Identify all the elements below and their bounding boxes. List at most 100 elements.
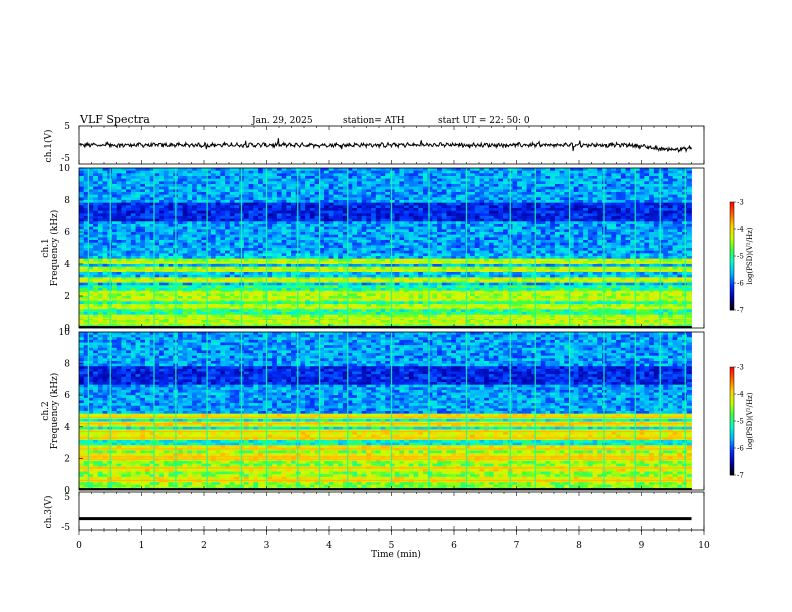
spectrogram-cell: [366, 178, 372, 182]
spectrogram-cell: [540, 205, 546, 209]
spectrogram-cell: [220, 176, 226, 180]
spectrogram-cell: [253, 168, 259, 172]
spectrogram-cell: [163, 232, 169, 236]
spectrogram-cell: [441, 210, 447, 214]
spectrogram-cell: [342, 213, 348, 217]
spectrogram-cell: [258, 176, 264, 180]
spectrogram-cell: [559, 170, 565, 174]
spectrogram-cell: [667, 170, 674, 174]
spectrogram-cell: [229, 232, 235, 236]
spectrogram-cell: [446, 186, 452, 190]
spectrogram-cell: [389, 229, 396, 233]
spectrogram-cell: [319, 232, 325, 236]
spectrogram-cell: [649, 221, 655, 225]
spectrogram-cell: [521, 213, 527, 217]
spectrogram-cell: [267, 266, 273, 270]
spectrogram-cell: [653, 194, 659, 198]
spectrogram-cell: [455, 216, 462, 220]
spectrogram-cell: [225, 256, 231, 260]
spectrogram-cell: [154, 184, 160, 188]
spectrogram-cell: [111, 229, 118, 233]
spectrogram-cell: [243, 210, 250, 214]
spectrogram-cell: [201, 234, 207, 238]
spectrogram-cell: [484, 213, 490, 217]
spectrogram-cell: [385, 224, 391, 228]
spectrogram-cell: [192, 210, 198, 214]
spectrogram-cell: [291, 253, 297, 257]
spectrogram-cell: [630, 186, 636, 190]
spectrogram-cell: [517, 176, 523, 180]
spectrogram-cell: [531, 224, 537, 228]
spectrogram-cell: [536, 218, 542, 222]
spectrogram-cell: [611, 258, 617, 262]
spectrogram-cell: [583, 226, 589, 230]
spectrogram-cell: [441, 194, 447, 198]
spectrogram-cell: [550, 229, 556, 233]
spectrogram-cell: [630, 264, 636, 268]
spectrogram-cell: [465, 256, 471, 260]
spectrogram-cell: [592, 197, 598, 201]
spectrogram-cell: [201, 250, 207, 254]
spectrogram-cell: [394, 245, 400, 249]
spectrogram-cell: [559, 258, 565, 262]
spectrogram-cell: [79, 168, 85, 172]
spectrogram-cell: [163, 176, 169, 180]
spectrogram-cell: [559, 242, 565, 246]
spectrogram-cell: [460, 170, 466, 174]
spectrogram-cell: [111, 186, 118, 190]
spectrogram-cell: [667, 245, 674, 249]
spectrogram-cell: [686, 178, 692, 182]
spectrogram-cell: [554, 237, 560, 241]
ch1-spectrogram-image: [79, 168, 692, 329]
spectrogram-cell: [267, 181, 273, 185]
spectrogram-cell: [479, 253, 485, 257]
spectrogram-cell: [686, 264, 692, 268]
spectrogram-cell: [649, 202, 655, 206]
spectrogram-cell: [206, 226, 212, 230]
spectrogram-cell: [225, 205, 231, 209]
spectrogram-cell: [163, 173, 169, 177]
figure-title: VLF Spectra: [79, 113, 150, 126]
spectrogram-cell: [408, 192, 414, 196]
spectrogram-cell: [314, 176, 320, 180]
spectrogram-cell: [210, 216, 217, 220]
spectrogram-cell: [545, 210, 551, 214]
spectrogram-cell: [300, 184, 306, 188]
spectrogram-cell: [262, 240, 268, 244]
spectrogram-cell: [182, 264, 188, 268]
spectrogram-cell: [639, 205, 645, 209]
spectrogram-cell: [258, 237, 264, 241]
spectrogram-cell: [234, 210, 240, 214]
spectrogram-cell: [281, 216, 287, 220]
spectrogram-cell: [451, 213, 457, 217]
spectrogram-cell: [93, 221, 99, 225]
spectrogram-cell: [300, 250, 306, 254]
spectrogram-cell: [597, 168, 603, 172]
spectrogram-cell: [159, 256, 165, 260]
spectrogram-cell: [253, 194, 259, 198]
spectrogram-cell: [479, 250, 485, 254]
spectrogram-cell: [639, 170, 645, 174]
spectrogram-cell: [569, 173, 575, 177]
spectrogram-cell: [427, 194, 433, 198]
spectrogram-cell: [159, 208, 165, 212]
spectrogram-cell: [677, 258, 683, 262]
spectrogram-cell: [276, 202, 282, 206]
spectrogram-cell: [470, 178, 476, 182]
spectrogram-cell: [408, 168, 414, 172]
spectrogram-cell: [196, 202, 202, 206]
spectrogram-cell: [630, 178, 636, 182]
spectrogram-cell: [97, 176, 103, 180]
spectrogram-cell: [559, 221, 565, 225]
spectrogram-cell: [639, 232, 645, 236]
spectrogram-cell: [83, 253, 89, 257]
spectrogram-cell: [258, 266, 264, 270]
spectrogram-cell: [564, 264, 570, 268]
spectrogram-cell: [620, 178, 626, 182]
spectrogram-cell: [342, 248, 348, 252]
spectrogram-cell: [328, 194, 334, 198]
spectrogram-cell: [512, 202, 518, 206]
spectrogram-cell: [305, 189, 311, 193]
spectrogram-cell: [248, 181, 254, 185]
spectrogram-cell: [229, 213, 235, 217]
